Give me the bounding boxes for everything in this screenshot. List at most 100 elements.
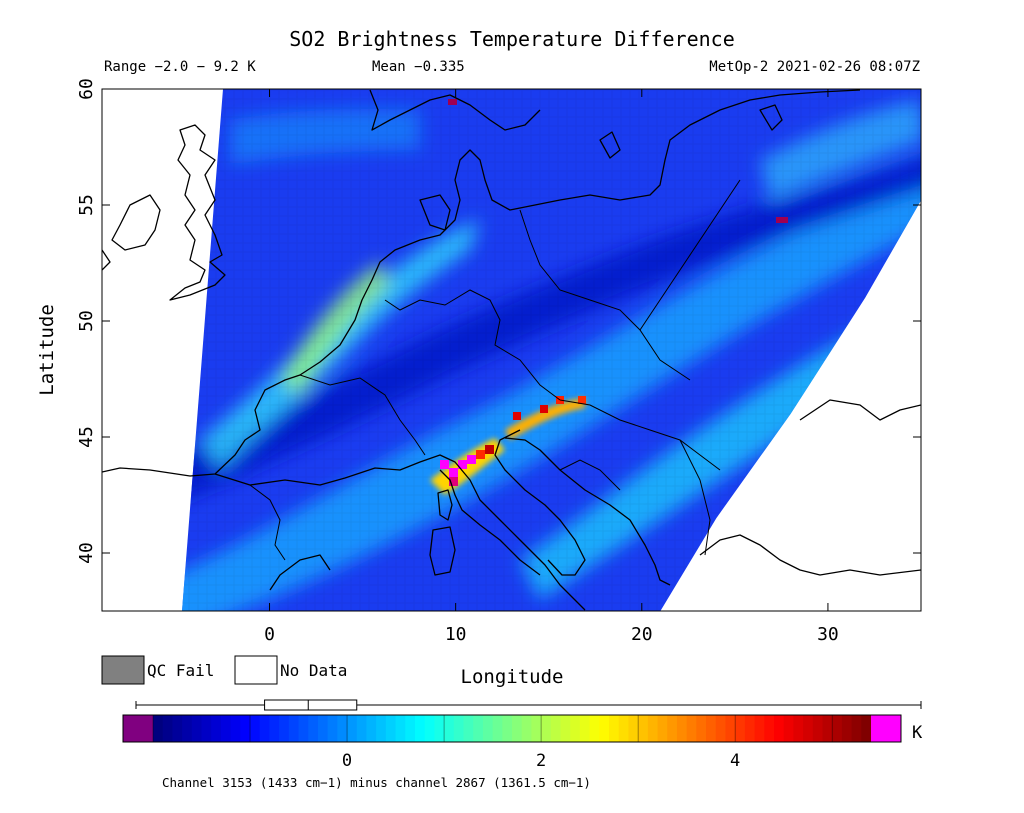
so2-pixel [776,217,788,223]
colorbar-cell [832,715,843,742]
colorbar-cell [657,715,668,742]
x-tick-label: 0 [264,624,275,645]
colorbar-cell [240,715,251,742]
mean-label: Mean −0.335 [372,59,465,75]
colorbar-cell [172,715,183,742]
colorbar-cell [851,715,862,742]
y-axis-label: Latitude [36,304,58,396]
colorbar-cell [579,715,591,742]
colorbar-cell [861,715,872,742]
y-axis-ticks: 60 55 50 45 40 [76,78,921,564]
colorbar-cell [696,715,707,742]
colorbar-cell [162,715,173,742]
y-tick-label: 55 [76,194,97,216]
colorbar-cell [356,715,368,742]
y-tick-label: 40 [76,542,97,564]
colorbar-cell [376,715,387,742]
x-tick-label: 20 [631,624,653,645]
so2-pixel [578,396,586,404]
colorbar-cell [628,715,639,742]
colorbar: 0 2 4 K [122,699,923,771]
ireland-coast [111,194,161,251]
colorbar-cell [599,715,610,742]
colorbar-cell [754,715,765,742]
so2-pixel [449,477,458,486]
colorbar-cell [269,715,280,742]
colorbar-cell [482,715,494,742]
aegean-coast [699,534,921,576]
so2-pixel [448,99,457,105]
colorbar-cell [317,715,329,742]
colorbar-cell [609,715,620,742]
colorbar-cell [715,715,727,742]
colorbar-underflow [123,715,153,742]
balearic-coast [269,554,331,591]
colorbar-cell [560,715,571,742]
colorbar-cell [744,715,756,742]
corsica-coast [437,489,453,521]
so2-pixel [540,405,548,413]
colorbar-cell [502,715,513,742]
colorbar-cell [812,715,824,742]
colorbar-cell [473,715,484,742]
colorbar-cell [541,715,552,742]
y-tick-label: 50 [76,310,97,332]
colorbar-cell [492,715,503,742]
border-croatia [559,459,621,491]
colorbar-cell [647,715,659,742]
qc-fail-label: QC Fail [147,661,214,680]
colorbar-cell [521,715,532,742]
chart-title: SO2 Brightness Temperature Difference [289,27,735,51]
so2-pixel [467,455,476,464]
colorbar-cell [327,715,338,742]
country-borders [249,179,741,561]
colorbar-cell [463,715,474,742]
great-britain-coast [169,124,226,301]
colorbar-cell [803,715,814,742]
colorbar-overflow [871,715,901,742]
colorbar-cell [444,715,455,742]
colorbar-cell [667,715,678,742]
colorbar-cell [405,715,416,742]
map-frame [101,88,922,612]
map-panel: 0 10 20 30 60 55 50 45 40 [76,78,922,645]
colorbar-cell [298,715,309,742]
mediterranean-north-coast [214,454,586,611]
colorbar-frame [122,714,902,743]
colorbar-cell [395,715,406,742]
colorbar-ticks: 0 2 4 [152,715,833,771]
colorbar-cell [735,715,746,742]
colorbar-cell [783,715,794,742]
colorbar-cell [230,715,241,742]
range-label: Range −2.0 − 9.2 K [104,59,256,75]
colorbar-tick-label: 0 [342,751,352,771]
italy-west-coast [439,469,541,576]
colorbar-cell [211,715,222,742]
colorbar-cell [279,715,290,742]
colorbar-cell [676,715,688,742]
colorbar-cell [686,715,697,742]
so2-pixel [440,460,449,469]
border-france-east [299,374,426,456]
colorbar-cell [414,715,426,742]
colorbar-cells [153,715,872,742]
x-axis-ticks: 0 10 20 30 [264,89,839,645]
border-spain [249,484,286,561]
so2-east-streak [505,398,585,440]
colorbar-cell [764,715,775,742]
colorbar-cell [191,715,203,742]
colorbar-cell [570,715,581,742]
colorbar-cell [288,715,300,742]
italy-east-coast [494,429,586,576]
qc-fail-swatch [101,655,145,685]
colorbar-cell [201,715,212,742]
border-germany [384,289,561,401]
continental-coast [102,89,861,477]
adriatic-east-coast [504,437,671,586]
boxplot-box [264,699,358,711]
colorbar-cell [434,715,445,742]
colorbar-cell [337,715,348,742]
colorbar-cell [250,715,261,742]
colorbar-unit: K [912,723,923,743]
